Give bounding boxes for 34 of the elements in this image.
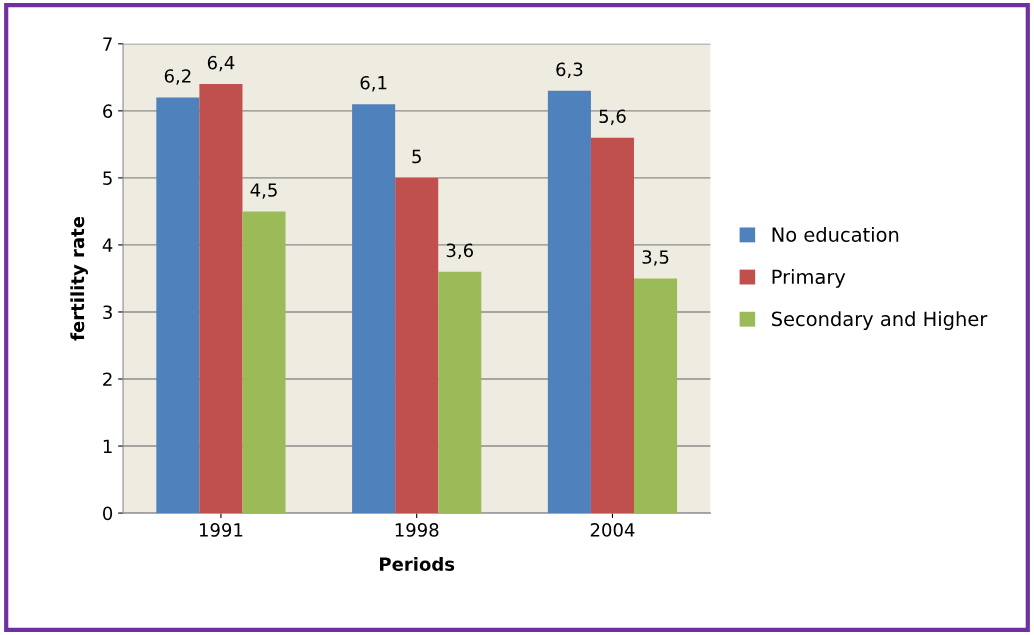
y-axis-title: fertility rate <box>70 216 88 341</box>
legend-label: No education <box>772 226 899 242</box>
legend-label: Primary <box>772 269 846 288</box>
y-tick-label: 0 <box>103 506 113 521</box>
bar <box>352 104 396 514</box>
x-tick-label: 2004 <box>590 523 635 537</box>
data-label: 3,6 <box>446 243 473 259</box>
data-label: 6,2 <box>164 69 191 85</box>
x-axis-title: Periods <box>380 556 455 571</box>
data-label: 5 <box>412 149 421 164</box>
y-tick-label: 6 <box>103 104 113 118</box>
data-label: 4,5 <box>250 183 277 199</box>
bar <box>438 271 482 514</box>
bar <box>395 177 439 514</box>
bar <box>156 97 200 514</box>
x-tick-label: 1998 <box>395 523 439 537</box>
legend-label: Secondary and Higher <box>772 311 988 331</box>
data-label: 6,1 <box>360 75 387 92</box>
data-label: 6,3 <box>556 62 583 78</box>
y-tick-label: 3 <box>103 305 112 320</box>
bar <box>199 84 243 514</box>
bar <box>547 90 591 514</box>
bar <box>242 211 286 514</box>
y-tick-label: 1 <box>103 439 112 453</box>
y-tick-label: 4 <box>102 238 113 252</box>
y-tick-label: 5 <box>103 171 112 186</box>
bar <box>590 137 635 514</box>
x-tick-label: 1991 <box>199 523 243 537</box>
bar <box>634 278 678 514</box>
y-tick-label: 7 <box>103 37 112 51</box>
data-label: 3,5 <box>642 250 669 266</box>
data-label: 5,6 <box>599 109 626 125</box>
data-label: 6,4 <box>207 55 235 72</box>
y-tick-label: 2 <box>103 372 112 386</box>
